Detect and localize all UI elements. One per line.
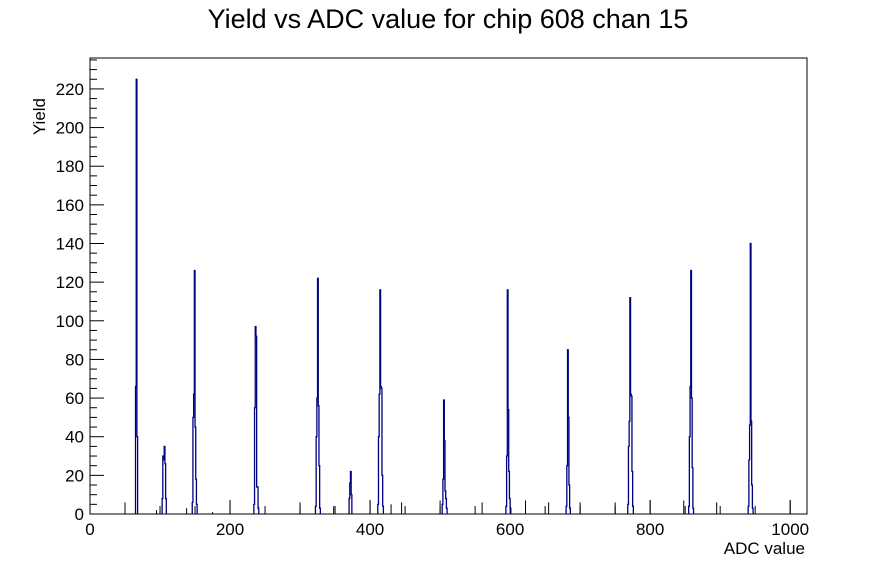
histogram-peak	[134, 78, 139, 514]
y-tick-label: 100	[56, 312, 84, 331]
y-tick-label: 20	[65, 466, 84, 485]
x-tick-label: 1000	[771, 520, 809, 539]
histogram-bars	[124, 78, 791, 514]
y-axis-ticks: 0 20 40 60 80 100 120 140 160 180 200 220	[56, 59, 104, 524]
x-tick-label: 600	[496, 520, 524, 539]
y-tick-label: 40	[65, 428, 84, 447]
y-tick-label: 160	[56, 196, 84, 215]
histogram-peak	[377, 289, 385, 514]
y-tick-label: 60	[65, 389, 84, 408]
histogram-peak	[314, 277, 322, 514]
histogram-peak	[441, 399, 448, 514]
histogram-peak	[688, 269, 695, 514]
x-tick-label: 800	[636, 520, 664, 539]
x-tick-label: 200	[216, 520, 244, 539]
y-tick-label: 0	[75, 505, 84, 524]
histogram-peak	[627, 296, 634, 514]
histogram-peak	[505, 289, 512, 514]
x-tick-label: 400	[356, 520, 384, 539]
y-axis-label: Yield	[30, 98, 49, 135]
plot-frame	[89, 57, 808, 515]
x-tick-label: 0	[85, 520, 94, 539]
histogram-peak	[161, 445, 167, 514]
y-tick-label: 80	[65, 350, 84, 369]
y-tick-label: 220	[56, 80, 84, 99]
x-axis-label: ADC value	[724, 539, 805, 558]
histogram-peak	[565, 349, 571, 514]
histogram-peak	[191, 269, 198, 514]
histogram-peak	[747, 242, 754, 514]
y-tick-label: 200	[56, 119, 84, 138]
chart-title: Yield vs ADC value for chip 608 chan 15	[207, 4, 689, 34]
y-tick-label: 140	[56, 234, 84, 253]
x-axis-ticks: 0 200 400 600 800 1000	[85, 500, 809, 539]
histogram-peak	[253, 325, 260, 514]
y-tick-label: 120	[56, 273, 84, 292]
y-tick-label: 180	[56, 157, 84, 176]
histogram-peak	[348, 470, 353, 514]
